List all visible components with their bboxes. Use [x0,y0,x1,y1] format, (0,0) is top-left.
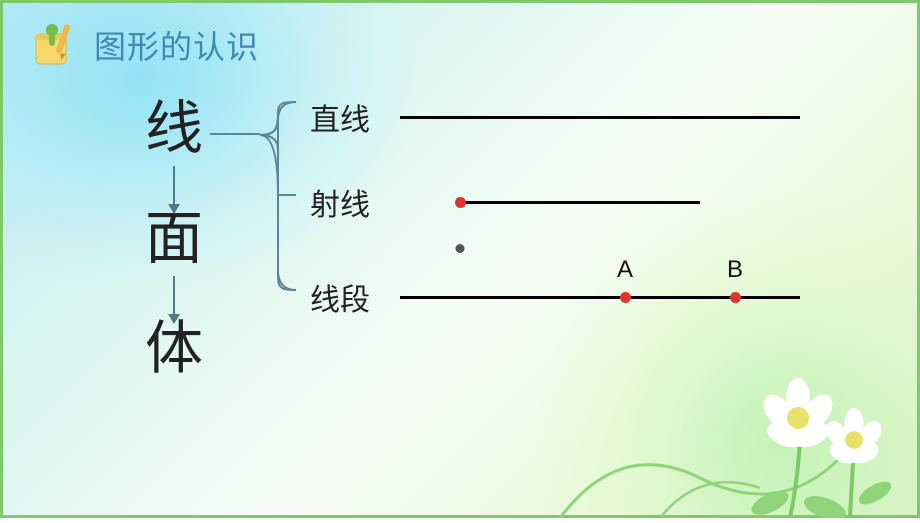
point-marker [455,197,466,208]
slide-title: 图形的认识 [94,22,259,68]
point-marker [730,292,741,303]
line-type-row: 直线 [310,95,810,139]
line-type-label: 线段 [310,275,390,319]
hierarchy-item-line: 线 [145,100,203,158]
point-marker [620,292,631,303]
arrow-down-icon [173,276,175,316]
line-segment [460,201,700,204]
hierarchy-column: 线 面 体 [145,100,203,378]
line-type-label: 直线 [310,95,390,139]
line-visual [400,187,810,217]
slide-header: 图形的认识 [30,20,259,70]
line-visual: AB [400,282,810,312]
slide-background [0,0,920,518]
hierarchy-item-surface: 面 [145,210,203,268]
line-segment [400,116,800,119]
point-label: B [727,256,743,284]
notepad-icon [30,20,80,70]
line-type-row: 线段 AB [310,275,810,319]
line-visual [400,102,810,132]
point-label: A [617,256,633,284]
hierarchy-item-solid: 体 [145,320,203,378]
line-type-label: 射线 [310,180,390,224]
arrow-down-icon [173,166,175,206]
page-marker-icon [456,244,465,253]
bracket-icon [230,90,290,300]
line-type-row: 射线 [310,180,810,224]
